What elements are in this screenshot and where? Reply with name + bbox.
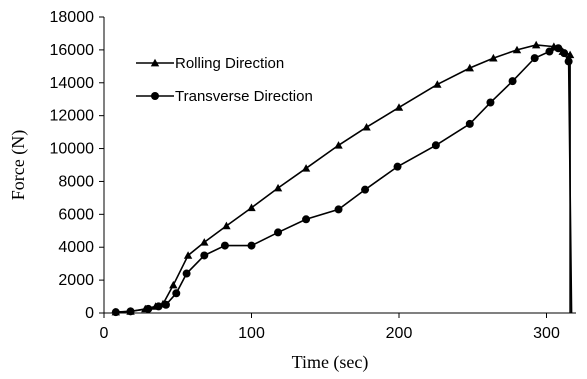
x-tick-label: 200 xyxy=(386,325,413,342)
y-tick-label: 8000 xyxy=(58,173,94,190)
legend-item: Transverse Direction xyxy=(136,88,313,105)
legend-marker xyxy=(151,92,159,100)
data-point xyxy=(394,163,402,171)
data-point xyxy=(531,54,539,62)
legend-label: Transverse Direction xyxy=(175,88,313,105)
data-point xyxy=(172,289,180,297)
data-point xyxy=(127,307,135,315)
y-tick-label: 10000 xyxy=(50,141,95,158)
x-tick-label: 0 xyxy=(100,325,109,342)
data-point xyxy=(362,123,370,131)
data-point xyxy=(509,77,517,85)
legend-label: Rolling Direction xyxy=(175,55,284,72)
x-axis-title: Time (sec) xyxy=(292,352,369,373)
data-point xyxy=(466,120,474,128)
legend-item: Rolling Direction xyxy=(136,55,284,72)
y-tick-label: 0 xyxy=(85,305,94,322)
data-point xyxy=(248,242,256,250)
data-point xyxy=(169,281,177,289)
y-axis-title: Force (N) xyxy=(8,130,29,200)
data-point xyxy=(545,48,553,56)
y-tick-label: 12000 xyxy=(50,108,95,125)
data-point xyxy=(486,99,494,107)
data-point xyxy=(144,305,152,313)
data-point xyxy=(335,205,343,213)
y-tick-label: 14000 xyxy=(50,75,95,92)
x-tick-label: 300 xyxy=(533,325,560,342)
data-point xyxy=(432,141,440,149)
data-point xyxy=(361,186,369,194)
data-point xyxy=(183,270,191,278)
series-layer xyxy=(112,41,575,316)
data-point xyxy=(395,103,403,111)
axes: 0200040006000800010000120001400016000180… xyxy=(8,9,576,373)
data-point xyxy=(274,184,282,192)
data-point xyxy=(560,49,568,57)
data-point xyxy=(433,80,441,88)
data-point xyxy=(112,308,120,316)
data-point xyxy=(274,228,282,236)
data-point xyxy=(200,251,208,259)
data-point xyxy=(155,302,163,310)
data-point xyxy=(302,215,310,223)
y-tick-label: 4000 xyxy=(58,239,94,256)
y-tick-label: 16000 xyxy=(50,42,95,59)
data-point xyxy=(221,242,229,250)
series-transverse-direction xyxy=(112,44,573,316)
series-rolling-direction xyxy=(112,41,575,316)
data-point xyxy=(565,57,573,65)
x-tick-label: 100 xyxy=(238,325,265,342)
data-point xyxy=(334,141,342,149)
y-tick-label: 6000 xyxy=(58,206,94,223)
data-point xyxy=(162,301,170,309)
legend: Rolling Direction Transverse Direction xyxy=(136,55,313,105)
y-tick-label: 18000 xyxy=(50,9,95,26)
y-tick-label: 2000 xyxy=(58,272,94,289)
